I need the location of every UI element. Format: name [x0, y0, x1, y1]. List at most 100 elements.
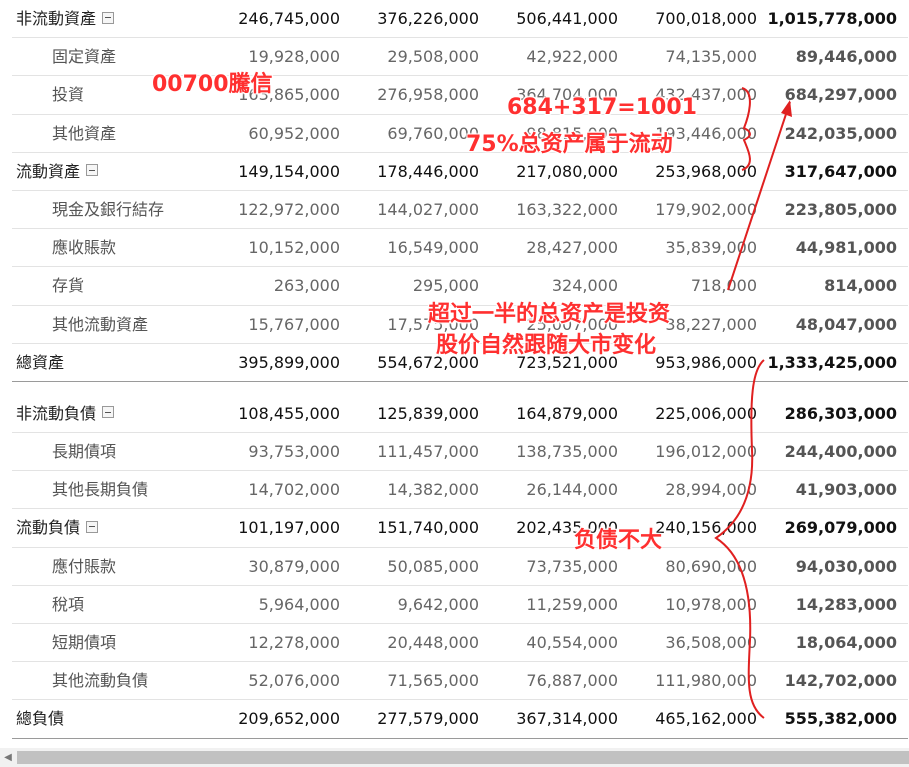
- cell-value: 111,457,000: [377, 442, 479, 462]
- cell-value: 506,441,000: [516, 9, 618, 28]
- cell-value: 202,435,000: [516, 518, 618, 538]
- row-other-current-liabilities: 其他流動負債 52,076,000 71,565,000 76,887,000 …: [12, 662, 908, 701]
- row-label: 稅項: [52, 594, 85, 614]
- row-inventory: 存貨 263,000 295,000 324,000 718,000 814,0…: [12, 267, 908, 306]
- row-current-assets: 流動資產 149,154,000 178,446,000 217,080,000…: [12, 153, 908, 191]
- cell-value: 367,314,000: [516, 709, 618, 729]
- row-other-assets: 其他資產 60,952,000 69,760,000 98,815,000 19…: [12, 115, 908, 153]
- row-other-long-term-liabilities: 其他長期負債 14,702,000 14,382,000 26,144,000 …: [12, 471, 908, 510]
- row-non-current-liabilities: 非流動負債 108,455,000 125,839,000 164,879,00…: [12, 395, 908, 434]
- cell-value: 196,012,000: [655, 442, 757, 462]
- cell-value: 25,007,000: [526, 314, 618, 334]
- cell-value: 48,047,000: [795, 314, 897, 334]
- cell-value: 217,080,000: [516, 161, 618, 181]
- balance-sheet-table: 非流動資產 246,745,000 376,226,000 506,441,00…: [12, 0, 908, 739]
- row-label: 其他長期負債: [52, 480, 149, 500]
- cell-value: 684,297,000: [784, 85, 897, 105]
- collapse-toggle-icon[interactable]: [86, 164, 99, 177]
- cell-value: 14,702,000: [248, 480, 340, 500]
- cell-value: 52,076,000: [248, 671, 340, 691]
- row-label: 其他流動負債: [52, 671, 149, 691]
- row-total-liabilities: 總負債 209,652,000 277,579,000 367,314,000 …: [12, 700, 908, 739]
- cell-value: 108,455,000: [238, 403, 340, 423]
- cell-value: 138,735,000: [516, 442, 618, 462]
- cell-value: 73,735,000: [526, 556, 618, 576]
- cell-value: 163,322,000: [516, 199, 618, 219]
- cell-value: 16,549,000: [387, 238, 479, 258]
- cell-value: 101,197,000: [238, 518, 340, 538]
- cell-value: 253,968,000: [655, 161, 757, 181]
- cell-value: 89,446,000: [795, 47, 897, 67]
- cell-value: 44,981,000: [795, 238, 897, 258]
- cell-value: 28,994,000: [665, 480, 757, 500]
- cell-value: 151,740,000: [377, 518, 479, 538]
- cell-value: 144,027,000: [377, 199, 479, 219]
- collapse-toggle-icon[interactable]: [102, 11, 115, 24]
- cell-value: 94,030,000: [795, 556, 897, 576]
- row-current-liabilities: 流動負債 101,197,000 151,740,000 202,435,000…: [12, 509, 908, 548]
- annotation-investment-note-2: 股价自然跟随大市变化: [436, 333, 657, 358]
- cell-value: 111,980,000: [655, 671, 757, 691]
- cell-value: 149,154,000: [238, 161, 340, 181]
- row-label: 短期債項: [52, 633, 117, 652]
- row-short-term-debt: 短期債項 12,278,000 20,448,000 40,554,000 36…: [12, 624, 908, 663]
- cell-value: 814,000: [824, 276, 897, 296]
- cell-value: 178,446,000: [377, 161, 479, 181]
- cell-value: 142,702,000: [784, 671, 897, 691]
- cell-value: 40,554,000: [526, 633, 618, 652]
- scroll-left-arrow-icon[interactable]: ◀: [4, 752, 12, 763]
- row-label: 非流動負債: [16, 395, 115, 432]
- cell-value: 432,437,000: [655, 85, 757, 105]
- cell-value: 71,565,000: [387, 671, 479, 691]
- row-long-term-debt: 長期債項 93,753,000 111,457,000 138,735,000 …: [12, 433, 908, 472]
- row-label: 存貨: [52, 276, 85, 296]
- row-label: 現金及銀行結存: [52, 199, 165, 219]
- row-label: 總負債: [16, 709, 65, 729]
- cell-value: 28,427,000: [526, 238, 618, 258]
- cell-value: 17,575,000: [387, 314, 479, 334]
- row-other-current-assets: 其他流動資產 15,767,000 17,575,000 25,007,000 …: [12, 306, 908, 344]
- row-fixed-assets: 固定資產 19,928,000 29,508,000 42,922,000 74…: [12, 38, 908, 77]
- collapse-toggle-icon[interactable]: [102, 406, 115, 419]
- cell-value: 125,839,000: [377, 403, 479, 423]
- cell-value: 376,226,000: [377, 9, 479, 28]
- cell-value: 12,278,000: [248, 633, 340, 652]
- row-label: 流動資產: [16, 153, 99, 190]
- cell-value: 26,144,000: [526, 480, 618, 500]
- row-label: 總資產: [16, 352, 65, 372]
- row-label: 固定資產: [52, 47, 117, 67]
- cell-value: 223,805,000: [784, 199, 897, 219]
- row-label: 長期債項: [52, 442, 117, 462]
- horizontal-scrollbar[interactable]: ◀: [0, 748, 909, 767]
- collapse-toggle-icon[interactable]: [86, 520, 99, 533]
- cell-value: 35,839,000: [665, 238, 757, 258]
- cell-value: 164,879,000: [516, 403, 618, 423]
- cell-value: 74,135,000: [665, 47, 757, 67]
- cell-value: 555,382,000: [784, 709, 897, 729]
- row-investments: 投資 163,865,000 276,958,000 364,704,000 4…: [12, 76, 908, 115]
- cell-value: 277,579,000: [377, 709, 479, 729]
- row-payables: 應付賬款 30,879,000 50,085,000 73,735,000 80…: [12, 548, 908, 586]
- cell-value: 9,642,000: [397, 594, 479, 614]
- cell-value: 29,508,000: [387, 47, 479, 67]
- cell-value: 14,283,000: [795, 594, 897, 614]
- cell-value: 20,448,000: [387, 633, 479, 652]
- row-label: 流動負債: [16, 509, 99, 546]
- cell-value: 163,865,000: [238, 85, 340, 105]
- row-label: 應收賬款: [52, 238, 117, 258]
- cell-value: 69,760,000: [387, 123, 479, 143]
- cell-value: 242,035,000: [784, 123, 897, 143]
- cell-value: 50,085,000: [387, 556, 479, 576]
- cell-value: 60,952,000: [248, 123, 340, 143]
- cell-value: 14,382,000: [387, 480, 479, 500]
- annotation-ticker: 00700騰信: [152, 72, 273, 97]
- cell-value: 122,972,000: [238, 199, 340, 219]
- row-label: 其他資產: [52, 123, 117, 143]
- cell-value: 179,902,000: [655, 199, 757, 219]
- cell-value: 93,753,000: [248, 442, 340, 462]
- cell-value: 5,964,000: [258, 594, 340, 614]
- cell-value: 554,672,000: [377, 352, 479, 372]
- cell-value: 38,227,000: [665, 314, 757, 334]
- scrollbar-thumb[interactable]: [17, 751, 909, 764]
- row-cash: 現金及銀行結存 122,972,000 144,027,000 163,322,…: [12, 191, 908, 230]
